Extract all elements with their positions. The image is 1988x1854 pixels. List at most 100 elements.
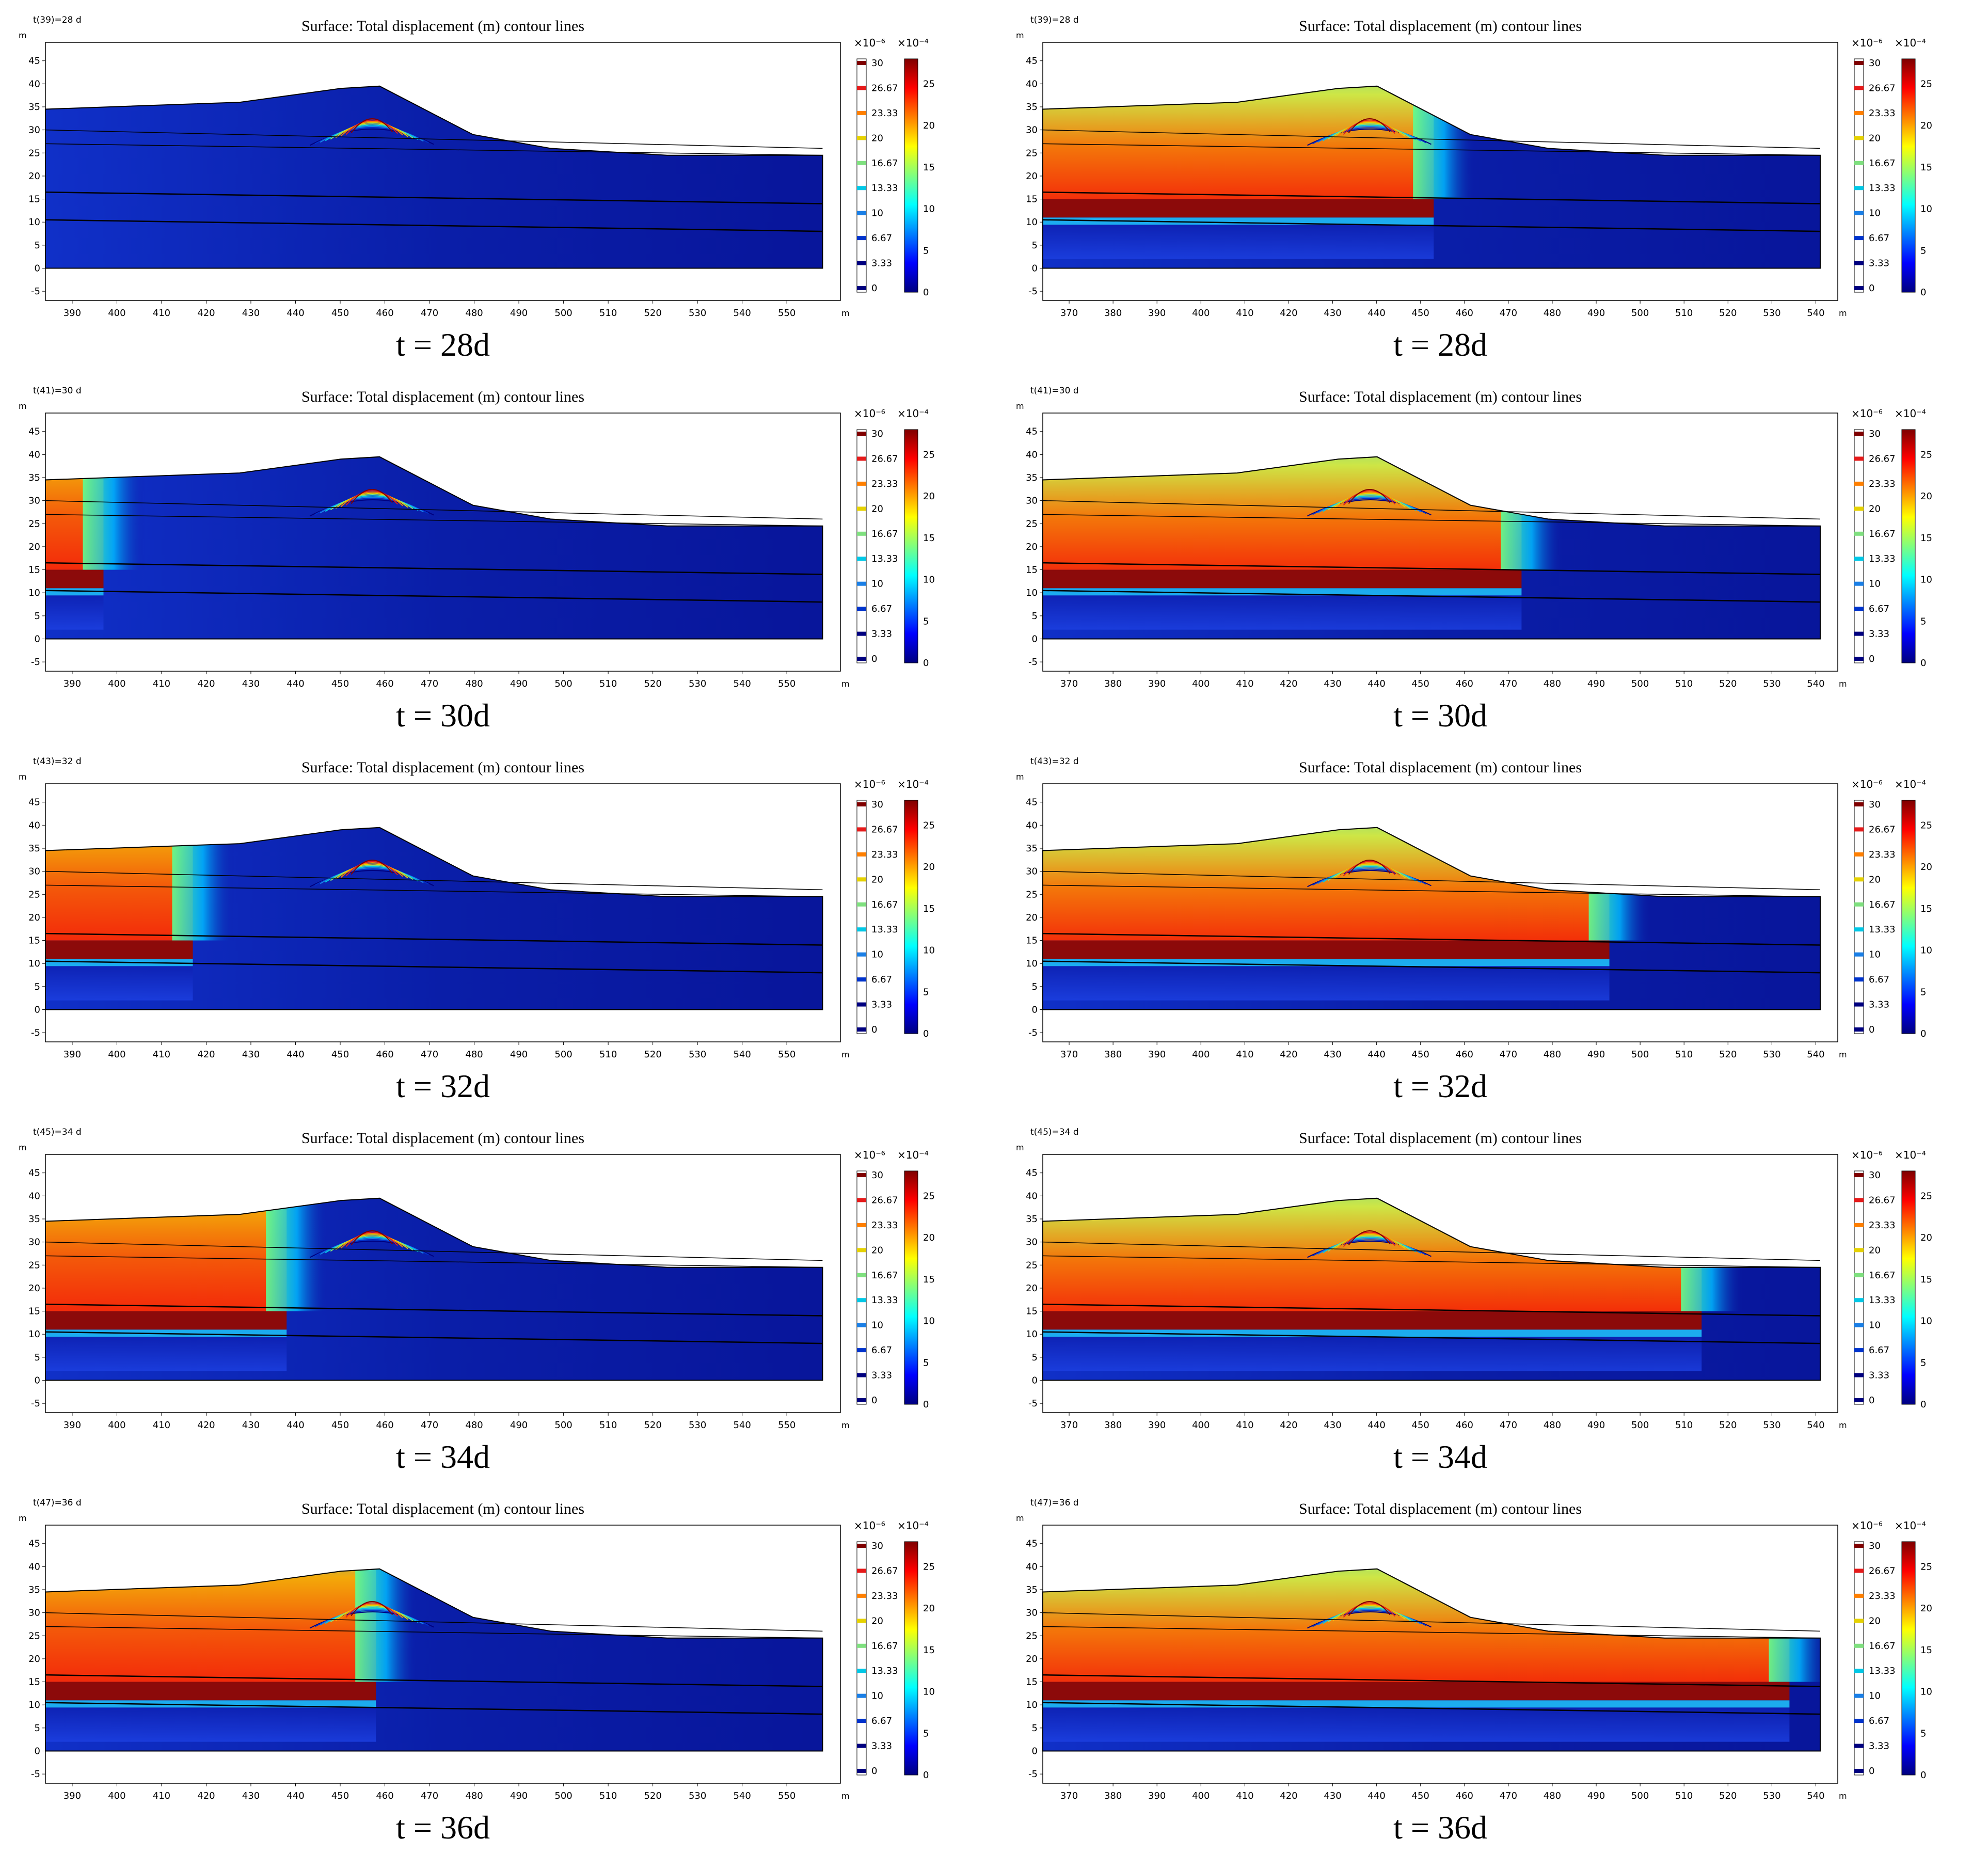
stratum-boundary [45,870,823,891]
contour-legend-label: 23.33 [1869,479,1896,489]
contour-legend-label: 26.67 [1869,1565,1896,1576]
contour-line [1343,490,1396,506]
y-tick-label: 25 [1026,889,1038,900]
x-tick-label: 520 [644,1049,661,1060]
floor-edge [1043,588,1522,596]
x-tick-label: 420 [197,1049,215,1060]
y-unit: m [1016,1143,1024,1152]
contour-legend: ×10⁻⁶ 30 26.67 23.33 20 16.67 13.33 10 6.67 3.33 0 [1851,407,1896,664]
x-tick-label: 420 [197,1790,215,1801]
surface-legend-label: 20 [1920,120,1932,131]
x-tick-label: 410 [1236,1049,1253,1060]
stratum-boundary [45,500,823,520]
contour-legend-label: 10 [1869,1691,1881,1702]
contour-legend-swatch [1854,852,1864,857]
x-tick-label: 450 [1412,308,1429,319]
stratum-boundary [45,1255,823,1268]
y-tick-label: 0 [35,1375,40,1386]
stratum-boundary [1042,1612,1820,1632]
x-tick-label: 530 [689,1049,706,1060]
surface-legend: ×10⁻⁴ 25 20 15 10 5 0 [897,1149,935,1410]
contour-legend-label: 23.33 [871,1220,898,1231]
stratum-boundary [45,129,823,149]
contour-legend-label: 0 [871,654,877,664]
contour-legend-label: 26.67 [871,1565,898,1576]
domain-outline [1042,1197,1821,1381]
contour-legend-label: 10 [871,579,883,590]
panel-timestamp: t(47)=36 d [1030,1498,1079,1508]
contour-legend: ×10⁻⁶ 30 26.67 23.33 20 16.67 13.33 10 6.67 3.33 0 [1851,1149,1896,1406]
y-tick-label: 15 [28,1306,40,1317]
x-tick-label: 510 [1675,678,1693,689]
y-tick-label: 10 [28,217,40,228]
panel-right-4: Surface: Total displacement (m) contour … [1016,1127,1932,1475]
stratum-boundary [1042,1303,1820,1317]
x-tick-label: 520 [1719,1790,1737,1801]
surface-legend-label: 25 [1920,820,1932,831]
y-tick-label: 45 [1026,797,1038,808]
stratum-boundary [45,514,823,527]
surface-legend: ×10⁻⁴ 25 20 15 10 5 0 [1895,37,1932,298]
y-tick-label: 30 [28,1237,40,1248]
y-tick-label: -5 [31,1398,40,1409]
contour-legend-label: 13.33 [1869,924,1896,935]
x-tick-label: 490 [1587,1420,1605,1431]
y-tick-label: 20 [28,171,40,182]
contour-legend-swatch [857,827,866,832]
contour-legend-label: 6.67 [1869,974,1889,985]
y-unit: m [19,1513,27,1523]
x-tick-label: 450 [331,1049,349,1060]
y-tick-label: 25 [28,518,40,529]
x-tick-label: 480 [1544,1790,1561,1801]
surface-legend: ×10⁻⁴ 25 20 15 10 5 0 [1895,778,1932,1039]
y-tick-label: 30 [1026,1608,1038,1619]
y-tick-label: 30 [28,866,40,877]
contour-legend-label: 30 [1869,799,1881,810]
contour-legend-swatch [857,1593,866,1598]
contour-legend-label: 10 [1869,949,1881,960]
contour-legend-swatch [857,236,866,241]
domain-outline [45,827,823,1010]
contour-legend-label: 13.33 [871,1666,898,1676]
contour-legend-swatch [1854,286,1864,290]
contour-legend-swatch [1854,657,1864,661]
contour-legend-exponent: ×10⁻⁶ [854,1149,885,1161]
x-tick-label: 530 [689,1420,706,1431]
contour-legend-label: 3.33 [871,1370,892,1381]
y-tick-label: 15 [1026,1677,1038,1688]
surface-legend-label: 10 [923,575,935,585]
contour-legend-exponent: ×10⁻⁶ [854,407,885,420]
surface-legend-label: 15 [923,162,935,173]
contour-line [345,861,398,877]
stratum-boundary [45,1702,823,1715]
contour-line [1327,1235,1411,1252]
x-tick-label: 540 [733,1790,751,1801]
y-tick-label: 10 [1026,588,1038,598]
x-tick-label: 500 [554,678,572,689]
contour-line [330,1235,413,1252]
contour-legend-swatch [1854,481,1864,486]
contour-line [340,1233,403,1249]
y-tick-label: 15 [28,565,40,576]
contour-legend-swatch [1854,1298,1864,1303]
contour-legend: ×10⁻⁶ 30 26.67 23.33 20 16.67 13.33 10 6.67 3.33 0 [1851,37,1896,294]
domain-outline [1042,456,1821,640]
x-tick-label: 530 [689,1790,706,1801]
x-tick-label: 520 [644,678,661,689]
surface-legend-label: 20 [1920,1603,1932,1614]
panel-caption: t = 28d [396,326,490,363]
contour-legend-box [1854,58,1864,293]
panel-caption: t = 36d [1393,1809,1487,1846]
x-tick-label: 450 [331,678,349,689]
x-tick-label: 440 [287,1420,304,1431]
y-tick-label: 20 [1026,912,1038,923]
surface-legend-label: 25 [1920,1561,1932,1572]
x-tick-label: 430 [242,678,260,689]
extracted-seam [45,1311,287,1330]
stratum-boundary [1042,143,1820,156]
contour-legend-label: 3.33 [871,258,892,269]
x-tick-label: 420 [197,1420,215,1431]
contour-legend-label: 13.33 [1869,1295,1896,1306]
surface-legend-label: 5 [1920,245,1926,256]
x-tick-label: 370 [1060,308,1078,319]
